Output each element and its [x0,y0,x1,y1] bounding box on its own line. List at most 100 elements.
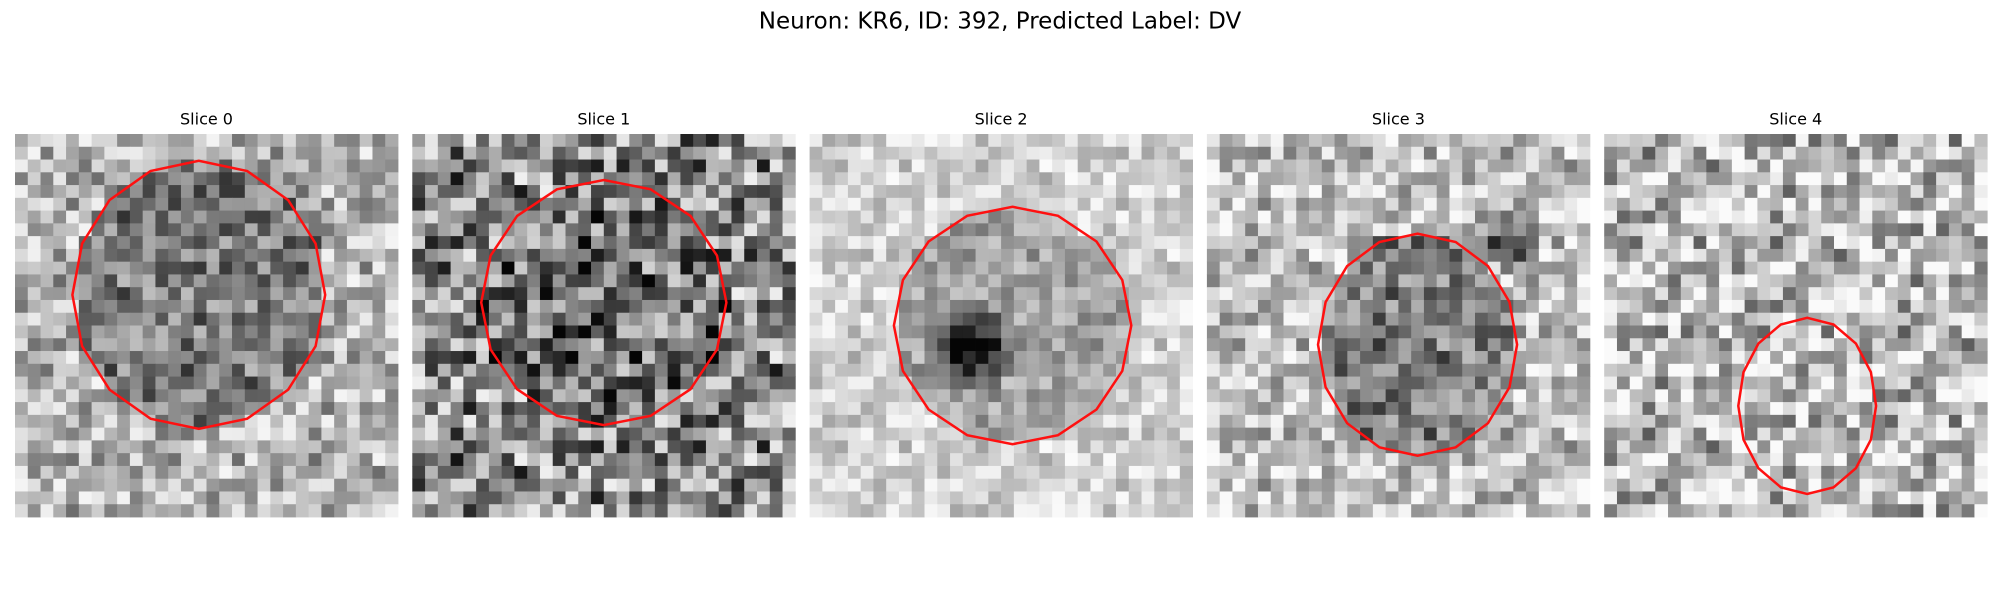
pixel [437,261,451,275]
pixel [1411,504,1425,518]
pixel [283,223,297,237]
pixel [1128,376,1142,390]
pixel [962,351,976,365]
pixel [372,465,386,480]
pixel [731,172,745,186]
pixel [193,299,207,314]
pixel [168,197,182,211]
pixel [1719,338,1733,352]
pixel [731,478,745,492]
pixel [1462,363,1476,377]
pixel [937,402,951,416]
pixel [501,427,515,441]
pixel [1167,414,1181,429]
pixel [1245,261,1259,275]
pixel [731,146,745,160]
pixel [283,146,297,160]
pixel [757,389,771,403]
pixel [283,389,297,403]
pixel [1398,440,1412,454]
pixel [1411,465,1425,480]
pixel [924,312,938,326]
pixel [667,427,681,441]
pixel [1910,172,1924,186]
pixel [1296,427,1310,441]
pixel [91,172,105,186]
pixel [1706,478,1720,492]
pixel [1551,299,1565,314]
pixel [1706,210,1720,224]
pixel [1564,440,1578,454]
pixel [1910,338,1924,352]
pixel [1808,363,1822,377]
pixel [769,427,783,441]
pixel [1411,248,1425,263]
pixel [308,274,322,288]
pixel [950,491,964,505]
pixel [782,146,796,160]
pixel [1487,299,1501,314]
pixel [1668,363,1682,377]
pixel [1090,287,1104,301]
image-panel [412,134,796,518]
pixel [1116,197,1130,211]
pixel [962,325,976,339]
pixel [1693,363,1707,377]
pixel [1782,504,1797,518]
pixel [847,465,862,480]
pixel [1821,185,1835,199]
pixel [1296,312,1310,326]
pixel [1179,363,1193,377]
pixel [1411,389,1425,403]
pixel [1513,261,1527,275]
pixel [937,159,951,173]
pixel [1411,185,1425,199]
pixel [1475,504,1489,518]
pixel [219,465,233,480]
pixel [1808,146,1822,160]
pixel [501,325,515,339]
pixel [91,299,105,314]
pixel [283,402,297,416]
pixel [962,478,976,492]
pixel [1642,453,1656,467]
pixel [1872,274,1886,288]
pixel [578,312,592,326]
pixel [1219,414,1233,429]
pixel [155,172,169,186]
pixel [385,185,399,199]
pixel [731,363,745,377]
pixel [1513,299,1527,314]
pixel [822,236,836,250]
pixel [1500,134,1514,148]
pixel [988,134,1002,148]
pixel [193,210,207,224]
pixel [937,389,951,403]
pixel [91,414,105,429]
pixel [1795,465,1809,480]
pixel [1423,236,1438,250]
pixel [1013,172,1028,186]
pixel [847,491,862,505]
pixel [847,299,862,314]
pixel [1910,402,1924,416]
pixel [1795,453,1809,467]
pixel [1219,478,1233,492]
pixel [822,453,836,467]
pixel [1500,261,1514,275]
pixel [359,453,373,467]
pixel [1347,478,1361,492]
pixel [552,351,566,365]
pixel [591,159,605,173]
pixel [591,414,605,429]
pixel [1039,478,1053,492]
pixel [1128,427,1142,441]
pixel [346,363,361,377]
pixel [1052,453,1066,467]
pixel [501,338,515,352]
pixel [847,478,862,492]
pixel [1974,223,1988,237]
pixel [1026,389,1040,403]
pixel [1001,504,1015,518]
pixel [693,453,707,467]
